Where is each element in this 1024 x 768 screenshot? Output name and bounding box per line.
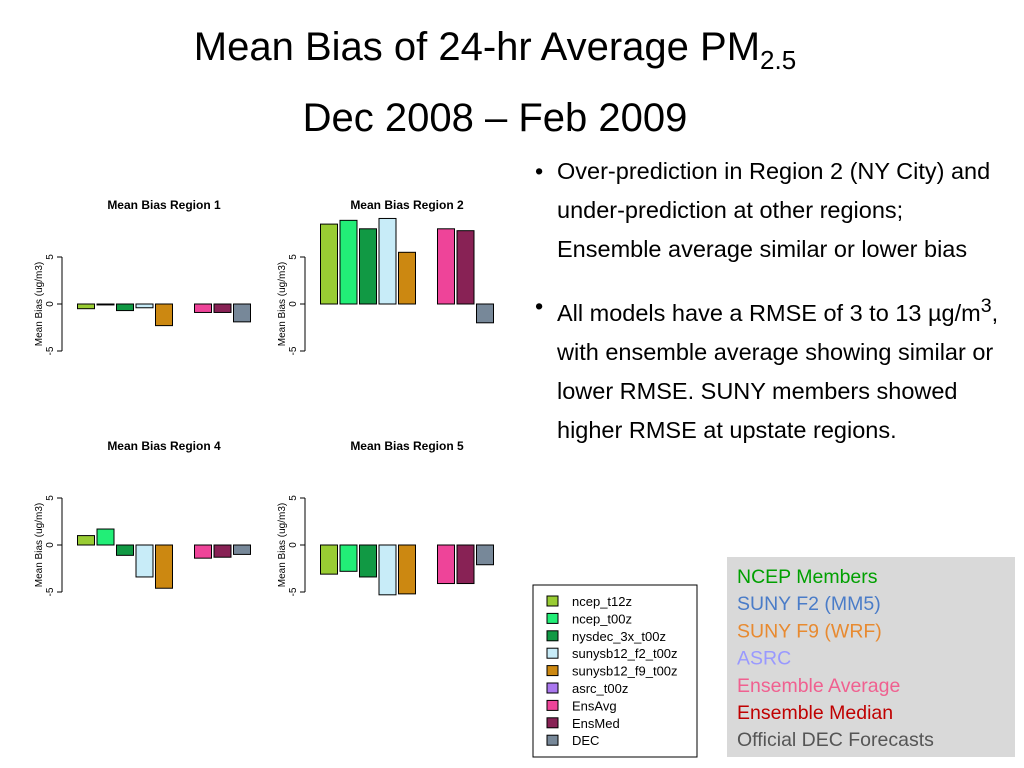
- bar: [398, 251, 416, 305]
- chart-title: Mean Bias Region 4: [107, 439, 221, 453]
- bar: [378, 544, 397, 596]
- bar: [320, 223, 338, 305]
- group-label: Ensemble Average: [737, 675, 900, 697]
- bar: [359, 228, 377, 305]
- bullet-text: , with ensemble average showing similar …: [557, 299, 999, 443]
- bar: [339, 219, 358, 305]
- legend-label: DEC: [572, 733, 599, 748]
- legend-label: EnsAvg: [572, 698, 617, 713]
- bar: [378, 217, 397, 305]
- y-tick-label: -5: [288, 346, 299, 355]
- y-tick-label: 5: [288, 495, 299, 501]
- bar: [359, 544, 377, 578]
- bar: [233, 544, 251, 555]
- chart-title: Mean Bias Region 5: [350, 439, 464, 453]
- subtitle: Dec 2008 – Feb 2009: [302, 96, 688, 140]
- group-label: SUNY F9 (WRF): [737, 620, 882, 642]
- group-label: ASRC: [737, 648, 791, 670]
- legend-box: [532, 584, 698, 758]
- chart-title: Mean Bias Region 1: [107, 198, 221, 212]
- legend-swatch: [546, 647, 559, 659]
- legend-swatch: [546, 595, 559, 607]
- bar: [339, 544, 358, 572]
- bar: [155, 544, 173, 589]
- y-tick-label: -5: [45, 346, 56, 355]
- bar: [233, 303, 251, 323]
- bar: [213, 303, 232, 313]
- group-label: SUNY F2 (MM5): [737, 593, 881, 615]
- legend-label: nysdec_3x_t00z: [572, 629, 666, 644]
- bar: [135, 544, 154, 578]
- group-label: NCEP Members: [737, 566, 878, 588]
- bar: [116, 544, 134, 556]
- legend-swatch: [546, 630, 559, 642]
- bullet-text: All models have a RMSE of 3 to 13 µg/m: [557, 299, 981, 326]
- chart-title: Mean Bias Region 2: [350, 198, 464, 212]
- y-tick-label: 0: [288, 301, 299, 307]
- legend-swatch: [546, 717, 559, 729]
- superscript: 3: [980, 295, 992, 317]
- legend-swatch: [546, 699, 559, 711]
- legend-label: EnsMed: [572, 716, 620, 731]
- bar: [77, 303, 95, 310]
- group-label: Official DEC Forecasts: [737, 729, 934, 751]
- bar: [456, 230, 475, 305]
- bar: [194, 303, 212, 313]
- bullet: All models have a RMSE of 3 to 13 µg/m3,…: [533, 287, 1003, 450]
- title-subscript: 2.5: [760, 45, 797, 75]
- legend-label: sunysb12_f9_t00z: [572, 664, 678, 679]
- y-axis-label: Mean Bias (ug/m3): [277, 503, 288, 587]
- title: Mean Bias of 24-hr Average PM: [193, 25, 761, 69]
- bar: [456, 544, 475, 585]
- y-axis-label: Mean Bias (ug/m3): [34, 262, 45, 346]
- bar: [155, 303, 173, 327]
- y-tick-label: 0: [45, 301, 56, 307]
- bar: [96, 303, 115, 306]
- legend-label: asrc_t00z: [572, 681, 628, 696]
- group-box: [727, 557, 1015, 757]
- y-tick-label: -5: [288, 587, 299, 596]
- bullet-list: Over-prediction in Region 2 (NY City) an…: [533, 152, 1003, 468]
- bullet-text: Over-prediction in Region 2 (NY City) an…: [557, 158, 991, 262]
- legend-swatch: [546, 682, 559, 694]
- legend-swatch: [546, 734, 559, 746]
- y-tick-label: 5: [45, 495, 56, 501]
- slide-title: Mean Bias of 24-hr Average PM2.5 Dec 200…: [0, 18, 990, 147]
- y-tick-label: -5: [45, 587, 56, 596]
- group-label: Ensemble Median: [737, 702, 893, 724]
- bar: [320, 544, 338, 575]
- legend-label: ncep_t00z: [572, 611, 632, 626]
- bar: [476, 544, 494, 566]
- y-tick-label: 5: [45, 254, 56, 260]
- bar: [476, 303, 494, 324]
- bar: [116, 303, 134, 312]
- bar: [437, 228, 455, 305]
- legend-swatch: [546, 665, 559, 677]
- bar: [77, 535, 95, 546]
- bar: [135, 303, 154, 309]
- y-tick-label: 5: [288, 254, 299, 260]
- y-tick-label: 0: [288, 542, 299, 548]
- bullet: Over-prediction in Region 2 (NY City) an…: [533, 152, 1003, 269]
- legend-label: sunysb12_f2_t00z: [572, 646, 678, 661]
- legend-swatch: [546, 612, 559, 624]
- bar: [437, 544, 455, 585]
- y-axis-label: Mean Bias (ug/m3): [34, 503, 45, 587]
- bar: [398, 544, 416, 595]
- y-tick-label: 0: [45, 542, 56, 548]
- legend-label: ncep_t12z: [572, 594, 632, 609]
- bar: [194, 544, 212, 559]
- bar: [96, 528, 115, 546]
- bar: [213, 544, 232, 558]
- y-axis-label: Mean Bias (ug/m3): [277, 262, 288, 346]
